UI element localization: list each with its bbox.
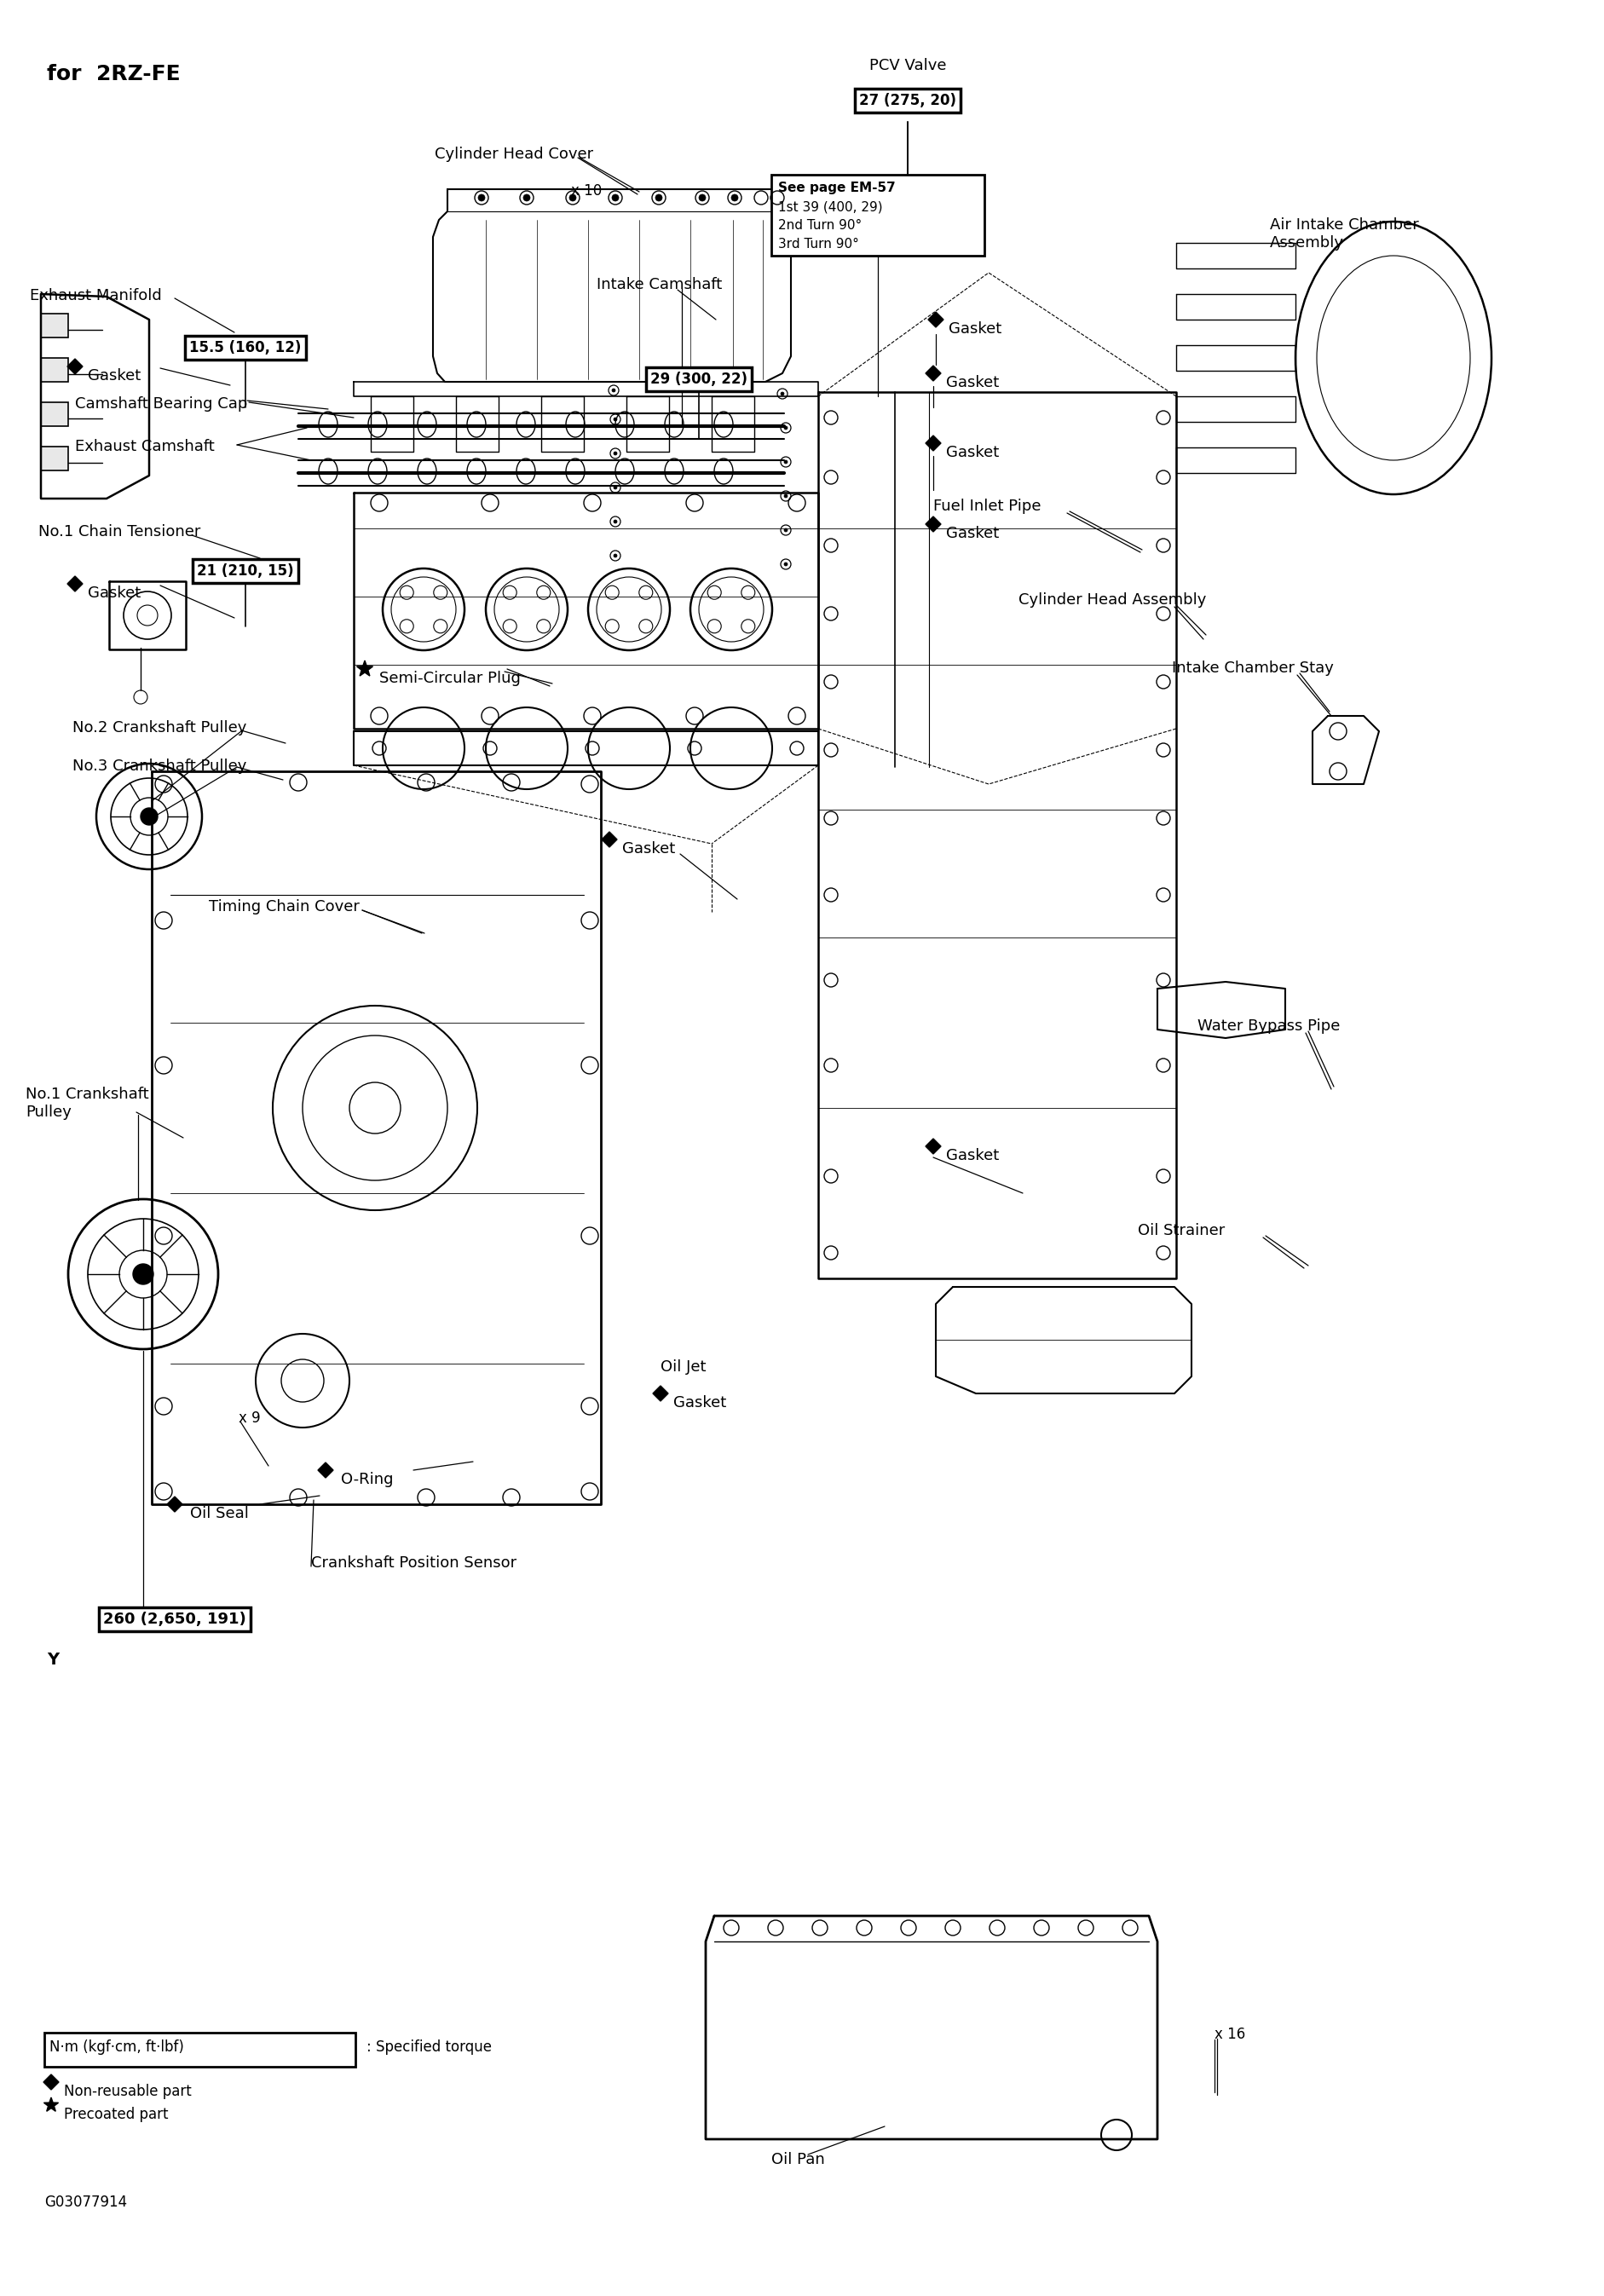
Text: No.1 Crankshaft
Pulley: No.1 Crankshaft Pulley [26, 1086, 149, 1120]
Circle shape [613, 452, 616, 455]
Text: Gasket: Gasket [945, 526, 999, 542]
Circle shape [478, 195, 484, 202]
Text: Cylinder Head Cover: Cylinder Head Cover [435, 147, 593, 163]
Text: No.2 Crankshaft Pulley: No.2 Crankshaft Pulley [72, 721, 247, 735]
Text: Gasket: Gasket [948, 321, 1001, 338]
Text: Precoated part: Precoated part [64, 2108, 168, 2122]
Circle shape [731, 195, 738, 202]
Text: No.3 Crankshaft Pulley: No.3 Crankshaft Pulley [72, 758, 247, 774]
Bar [40, 448, 67, 471]
Polygon shape [927, 312, 943, 328]
Circle shape [784, 427, 788, 429]
Text: Exhaust Camshaft: Exhaust Camshaft [75, 439, 215, 455]
Circle shape [613, 418, 616, 420]
Circle shape [611, 388, 614, 393]
Text: G03077914: G03077914 [45, 2195, 127, 2211]
Circle shape [784, 563, 788, 565]
Bar [40, 402, 67, 427]
Circle shape [784, 528, 788, 533]
Text: x 9: x 9 [239, 1410, 260, 1426]
Text: Oil Pan: Oil Pan [772, 2151, 824, 2167]
Text: Gasket: Gasket [88, 367, 141, 383]
Text: Oil Jet: Oil Jet [661, 1359, 706, 1375]
Circle shape [141, 808, 157, 824]
Text: Gasket: Gasket [945, 1148, 999, 1164]
Circle shape [613, 487, 616, 489]
Bar [772, 174, 983, 255]
Text: Gasket: Gasket [945, 374, 999, 390]
Text: x 10: x 10 [571, 184, 602, 197]
Text: Gasket: Gasket [945, 445, 999, 459]
Polygon shape [167, 1497, 183, 1513]
Circle shape [780, 393, 784, 395]
Polygon shape [43, 2073, 59, 2089]
Text: Gasket: Gasket [622, 840, 675, 856]
Text: Non-reusable part: Non-reusable part [64, 2085, 191, 2099]
Bar [40, 315, 67, 338]
Polygon shape [926, 517, 940, 533]
Text: Timing Chain Cover: Timing Chain Cover [209, 900, 359, 914]
Text: 27 (275, 20): 27 (275, 20) [858, 92, 956, 108]
Circle shape [611, 195, 619, 202]
Text: Exhaust Manifold: Exhaust Manifold [30, 287, 162, 303]
Text: Oil Seal: Oil Seal [189, 1506, 249, 1522]
Text: Camshaft Bearing Cap: Camshaft Bearing Cap [75, 397, 247, 411]
Polygon shape [602, 831, 616, 847]
Polygon shape [356, 661, 372, 675]
Text: 2nd Turn 90°: 2nd Turn 90° [778, 218, 861, 232]
Circle shape [523, 195, 529, 202]
Bar [45, 2032, 354, 2066]
Circle shape [654, 195, 662, 202]
Text: x 16: x 16 [1214, 2027, 1245, 2041]
Circle shape [569, 195, 576, 202]
Polygon shape [653, 1387, 667, 1401]
Text: Gasket: Gasket [88, 585, 141, 602]
Circle shape [613, 519, 616, 523]
Text: 3rd Turn 90°: 3rd Turn 90° [778, 239, 858, 250]
Text: PCV Valve: PCV Valve [869, 57, 946, 73]
Polygon shape [67, 576, 83, 592]
Text: Fuel Inlet Pipe: Fuel Inlet Pipe [934, 498, 1041, 514]
Text: N·m (kgf·cm, ft·lbf): N·m (kgf·cm, ft·lbf) [50, 2039, 184, 2055]
Text: 1st 39 (400, 29): 1st 39 (400, 29) [778, 200, 882, 214]
Text: : Specified torque: : Specified torque [366, 2039, 491, 2055]
Polygon shape [926, 365, 940, 381]
Circle shape [784, 494, 788, 498]
Text: O-Ring: O-Ring [340, 1472, 393, 1488]
Text: Oil Strainer: Oil Strainer [1137, 1224, 1224, 1238]
Text: Air Intake Chamber
Assembly: Air Intake Chamber Assembly [1269, 218, 1418, 250]
Circle shape [613, 553, 616, 558]
Polygon shape [926, 1139, 940, 1155]
Text: for  2RZ-FE: for 2RZ-FE [47, 64, 180, 85]
Circle shape [698, 195, 706, 202]
Text: See page EM-57: See page EM-57 [778, 181, 895, 195]
Polygon shape [67, 358, 83, 374]
Polygon shape [318, 1463, 334, 1479]
Text: Intake Chamber Stay: Intake Chamber Stay [1171, 661, 1333, 675]
Text: 15.5 (160, 12): 15.5 (160, 12) [189, 340, 302, 356]
Text: No.1 Chain Tensioner: No.1 Chain Tensioner [38, 523, 201, 540]
Text: 29 (300, 22): 29 (300, 22) [650, 372, 747, 388]
Text: Y: Y [47, 1651, 59, 1667]
Circle shape [133, 1263, 154, 1283]
Polygon shape [926, 436, 940, 450]
Text: Crankshaft Position Sensor: Crankshaft Position Sensor [311, 1554, 516, 1570]
Text: 260 (2,650, 191): 260 (2,650, 191) [103, 1612, 245, 1628]
Text: 21 (210, 15): 21 (210, 15) [197, 563, 294, 579]
Text: Water Bypass Pipe: Water Bypass Pipe [1197, 1019, 1339, 1033]
Polygon shape [43, 2099, 58, 2112]
Text: Cylinder Head Assembly: Cylinder Head Assembly [1019, 592, 1206, 608]
Circle shape [784, 459, 788, 464]
Bar [40, 358, 67, 381]
Text: Gasket: Gasket [674, 1396, 727, 1410]
Text: Intake Camshaft: Intake Camshaft [597, 278, 722, 292]
Text: Semi-Circular Plug: Semi-Circular Plug [379, 670, 520, 687]
